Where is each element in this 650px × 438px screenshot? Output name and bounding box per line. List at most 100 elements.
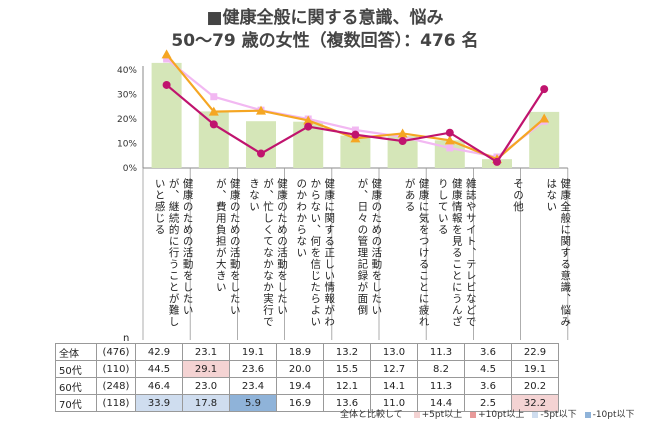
table-cell: 23.4 xyxy=(229,377,277,395)
table-cell: 15.5 xyxy=(323,360,371,378)
bar-2 xyxy=(246,121,276,168)
legend-swatch xyxy=(532,411,539,418)
point-60代-3 xyxy=(303,115,314,125)
point-70代-5 xyxy=(398,137,407,146)
point-70代-0 xyxy=(162,80,171,89)
y-tick-label: 0% xyxy=(123,164,138,174)
point-50代-0 xyxy=(163,55,171,63)
table-cell: 46.4 xyxy=(135,377,183,395)
table-cell: 14.1 xyxy=(370,377,418,395)
point-50代-1 xyxy=(210,93,218,101)
table-cell: 42.9 xyxy=(135,343,183,361)
table-cell: 29.1 xyxy=(182,360,230,378)
table-cell: 16.9 xyxy=(276,394,324,412)
row-n: (110) xyxy=(96,360,136,378)
point-70代-7 xyxy=(493,157,501,166)
legend-label: -5pt以下 xyxy=(540,410,577,420)
category-label: 健康に気をつけることに疲れがある xyxy=(403,178,430,328)
combo-chart: 0% 10% 20% 30% 40% xyxy=(117,49,569,340)
table-cell: 11.3 xyxy=(417,343,465,361)
category-label: 健康のための活動をしたいが、費用負担が大きい xyxy=(214,178,241,316)
row-label: 70代 xyxy=(55,394,97,412)
legend-item: +10pt以上 xyxy=(470,410,524,420)
table-cell: 13.2 xyxy=(323,343,371,361)
chart-title: ■健康全般に関する意識、悩み xyxy=(206,8,444,28)
table-cell: 4.5 xyxy=(464,360,512,378)
table-cell: 8.2 xyxy=(417,360,465,378)
point-70代-8 xyxy=(540,85,549,94)
point-70代-3 xyxy=(304,122,313,131)
table-cell: 11.3 xyxy=(417,377,465,395)
y-tick-label: 30% xyxy=(117,91,137,101)
table-cell: 19.1 xyxy=(511,360,559,378)
table-cell: 44.5 xyxy=(135,360,183,378)
row-n: (248) xyxy=(96,377,136,395)
point-70代-6 xyxy=(445,128,454,137)
data-table: 全体 (476) 42.9 23.1 19.1 18.9 13.2 13.0 11.3 3.6 22… xyxy=(55,343,559,412)
legend-prefix: 全体と比較して xyxy=(340,410,406,420)
y-tick-label: 20% xyxy=(117,115,137,125)
category-label: 健康全般に関する意識、悩みはない xyxy=(545,178,572,328)
row-label: 50代 xyxy=(55,360,97,378)
point-60代-6 xyxy=(444,135,455,145)
table-cell: 23.1 xyxy=(182,343,230,361)
point-50代-4 xyxy=(351,126,359,134)
legend-swatch xyxy=(470,411,477,418)
point-60代-8 xyxy=(539,113,550,123)
table-cell: 11.0 xyxy=(370,394,418,412)
point-60代-1 xyxy=(208,106,219,116)
table-cell: 12.7 xyxy=(370,360,418,378)
table-cell: 20.2 xyxy=(511,377,559,395)
table-cell: 33.9 xyxy=(135,394,183,412)
legend-label: +10pt以上 xyxy=(478,410,525,420)
table-cell: 19.1 xyxy=(229,343,277,361)
category-label: 雑誌やサイト、テレビなどで健康情報を見ることにうんざりしている xyxy=(436,178,477,328)
point-60代-2 xyxy=(256,105,266,115)
point-60代-0 xyxy=(161,49,172,59)
category-label: 健康のための活動をしたいが、継続的に行うことが難しいと感じる xyxy=(153,178,194,328)
legend-swatch xyxy=(584,411,591,418)
table-cell: 23.6 xyxy=(229,360,277,378)
table-cell: 14.4 xyxy=(417,394,465,412)
n-header: n xyxy=(123,333,130,344)
table-cell: 13.6 xyxy=(323,394,371,412)
category-label: 健康に関する正しい情報がわからない、何を信じたらよいのかわからない xyxy=(295,178,336,328)
bar-0 xyxy=(151,62,182,168)
row-n: (476) xyxy=(96,343,136,361)
row-label: 60代 xyxy=(55,377,97,395)
table-cell: 12.1 xyxy=(323,377,371,395)
table-row: 50代 (110) 44.5 29.1 23.6 20.0 15.5 12.7 8.2 4.5 19… xyxy=(55,360,559,378)
table-cell: 17.8 xyxy=(182,394,230,412)
table-cell: 3.6 xyxy=(464,343,512,361)
table-cell: 32.2 xyxy=(511,394,559,412)
table-cell: 20.0 xyxy=(276,360,324,378)
table-cell: 3.6 xyxy=(464,377,512,395)
table-cell: 22.9 xyxy=(511,343,559,361)
table-row: 全体 (476) 42.9 23.1 19.1 18.9 13.2 13.0 11.3 3.6 22… xyxy=(55,343,559,361)
legend-item: -5pt以下 xyxy=(532,410,577,420)
y-tick-label: 10% xyxy=(117,140,137,150)
table-cell: 19.4 xyxy=(276,377,324,395)
bar-1 xyxy=(198,111,229,168)
legend-label: -10pt以下 xyxy=(592,410,635,420)
chart-subtitle: 50〜79 歳の女性（複数回答）：476 名 xyxy=(171,31,479,51)
category-label: 健康のための活動をしたいが、日々の管理記録が面倒 xyxy=(356,178,383,316)
category-label: その他 xyxy=(512,178,524,213)
legend-label: +5pt以上 xyxy=(421,410,463,420)
table-row: 60代 (248) 46.4 23.0 23.4 19.4 12.1 14.1 11.3 3.6 2… xyxy=(55,377,559,395)
point-60代-5 xyxy=(397,128,408,138)
table-cell: 23.0 xyxy=(182,377,230,395)
row-label: 全体 xyxy=(55,343,97,361)
table-row: 70代 (118) 33.9 17.8 5.9 16.9 13.6 11.0 14.4 2.5 32… xyxy=(55,394,559,412)
point-70代-4 xyxy=(351,130,360,139)
legend-item: -10pt以下 xyxy=(584,410,635,420)
legend-swatch xyxy=(413,411,420,418)
table-cell: 5.9 xyxy=(229,394,277,412)
point-70代-2 xyxy=(257,149,265,158)
table-cell: 13.0 xyxy=(370,343,418,361)
row-n: (118) xyxy=(96,394,136,412)
legend-item: +5pt以上 xyxy=(413,410,463,420)
point-70代-1 xyxy=(209,120,218,129)
table-cell: 18.9 xyxy=(276,343,324,361)
category-label: 健康のための活動をしたいが、忙しくてなかなか実行できない xyxy=(248,178,288,328)
